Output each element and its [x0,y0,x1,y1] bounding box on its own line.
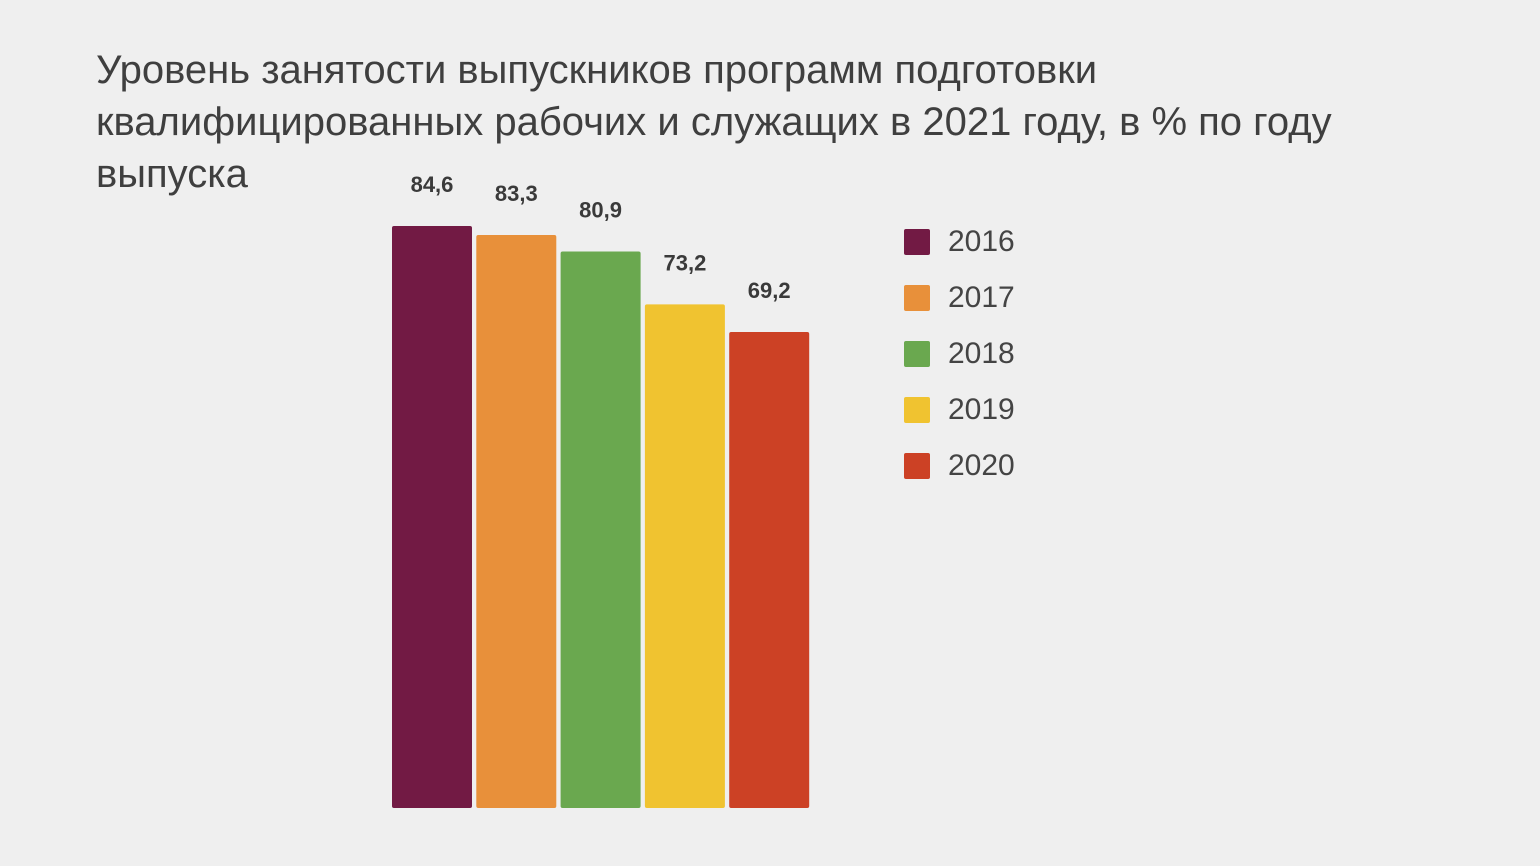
legend-swatch-2018 [904,341,930,367]
value-label-2016: 84,6 [411,172,454,197]
bar-2020 [729,331,810,808]
bar-2016 [392,226,472,808]
chart-title: Уровень занятости выпускников программ п… [96,48,1332,196]
legend-item-2016: 2016 [904,214,1015,270]
legend-label-2020: 2020 [948,449,1015,482]
legend-label-2016: 2016 [948,225,1015,258]
legend-label-2019: 2019 [948,393,1015,426]
value-label-2017: 83,3 [495,181,538,206]
legend-item-2017: 2017 [904,270,1015,326]
legend-swatch-2019 [904,397,930,423]
value-label-2020: 69,2 [748,278,791,303]
bar-2018 [560,251,641,808]
bar-2017 [476,234,557,809]
legend-item-2018: 2018 [904,326,1015,382]
legend-swatch-2016 [904,229,930,255]
value-label-2018: 80,9 [579,197,622,222]
value-labels-group: 84,6 83,3 80,9 73,2 69,2 [411,172,791,303]
legend-label-2018: 2018 [948,337,1015,370]
legend-item-2019: 2019 [904,382,1015,438]
chart-legend: 2016 2017 2018 2019 2020 [904,214,1015,494]
value-label-2019: 73,2 [663,250,706,275]
legend-label-2017: 2017 [948,281,1015,314]
legend-item-2020: 2020 [904,438,1015,494]
bar-2019 [644,304,725,808]
legend-swatch-2020 [904,453,930,479]
legend-swatch-2017 [904,285,930,311]
bars-group [392,226,810,809]
